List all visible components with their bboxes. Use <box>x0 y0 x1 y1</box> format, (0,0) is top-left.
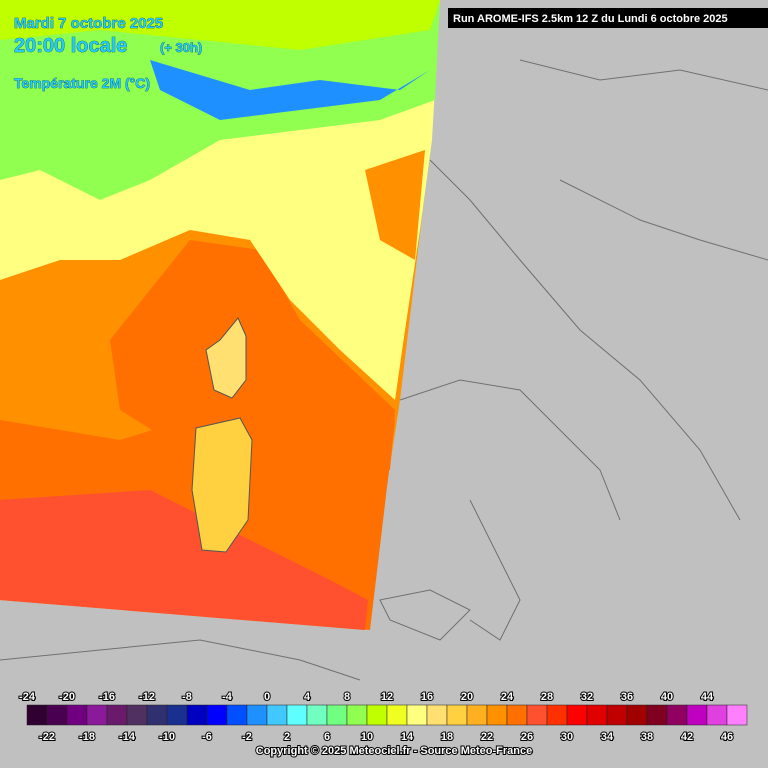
legend-label: 14 <box>401 731 414 743</box>
legend-swatch <box>146 704 168 726</box>
legend-label: -10 <box>159 731 175 743</box>
land-north <box>0 0 440 50</box>
legend-swatch <box>506 704 528 726</box>
legend-swatch <box>86 704 108 726</box>
time: 20:00 locale <box>14 35 127 57</box>
legend-swatch <box>446 704 468 726</box>
legend-label: 22 <box>481 731 493 743</box>
legend-swatch <box>586 704 608 726</box>
legend-swatch <box>706 704 728 726</box>
sea-tyrrhenian <box>110 240 395 470</box>
legend-swatch <box>406 704 428 726</box>
run-banner <box>448 8 768 28</box>
legend-label: -16 <box>99 691 115 703</box>
legend-label: 18 <box>441 731 453 743</box>
legend-swatch <box>126 704 148 726</box>
legend-swatch <box>426 704 448 726</box>
legend-label: 40 <box>661 691 673 703</box>
offset: (+ 30h) <box>160 40 202 55</box>
legend-label: -12 <box>139 691 155 703</box>
legend-swatch <box>106 704 128 726</box>
legend-label: 34 <box>601 731 614 743</box>
legend-label: 16 <box>421 691 433 703</box>
legend-swatch <box>166 704 188 726</box>
legend-swatch <box>566 704 588 726</box>
legend-label: 0 <box>264 691 270 703</box>
legend-swatch <box>466 704 488 726</box>
legend-swatch <box>646 704 668 726</box>
legend-swatch <box>306 704 328 726</box>
legend-label: -2 <box>242 731 252 743</box>
legend-swatch <box>546 704 568 726</box>
legend-swatch <box>66 704 88 726</box>
adriatic <box>365 150 425 260</box>
legend-label: 26 <box>521 731 533 743</box>
variable: Température 2M (°C) <box>14 75 150 91</box>
legend-label: 20 <box>461 691 473 703</box>
legend-label: 24 <box>501 691 514 703</box>
sea-hot <box>0 490 368 630</box>
legend-swatch <box>226 704 248 726</box>
legend-swatch <box>626 704 648 726</box>
alps-cold <box>150 60 430 120</box>
legend-label: -14 <box>119 731 136 743</box>
legend-label: -4 <box>222 691 233 703</box>
legend-swatch <box>186 704 208 726</box>
legend: -24-22-20-18-16-14-12-10-8-6-4-202468101… <box>18 690 748 744</box>
legend-label: -6 <box>202 731 212 743</box>
legend-swatch <box>246 704 268 726</box>
legend-label: 2 <box>284 731 290 743</box>
legend-swatch <box>686 704 708 726</box>
legend-label: -18 <box>79 731 95 743</box>
legend-label: 4 <box>304 691 311 703</box>
copyright: Copyright © 2025 Meteociel.fr - Source M… <box>256 745 532 757</box>
legend-label: 44 <box>701 691 714 703</box>
legend-label: -22 <box>39 731 55 743</box>
legend-label: -8 <box>182 691 192 703</box>
legend-swatch <box>386 704 408 726</box>
legend-label: 28 <box>541 691 553 703</box>
legend-swatch <box>266 704 288 726</box>
legend-label: 32 <box>581 691 593 703</box>
legend-label: -24 <box>19 691 36 703</box>
legend-label: 6 <box>324 731 330 743</box>
run-label: Run AROME-IFS 2.5km 12 Z du Lundi 6 octo… <box>453 13 728 25</box>
corsica <box>205 317 247 399</box>
legend-label: 30 <box>561 731 573 743</box>
borders <box>0 59 768 681</box>
legend-swatch <box>286 704 308 726</box>
legend-label: 36 <box>621 691 633 703</box>
sardinia <box>191 417 253 553</box>
legend-swatch <box>206 704 228 726</box>
legend-label: 38 <box>641 731 653 743</box>
legend-swatch <box>26 704 48 726</box>
legend-swatch <box>726 704 748 726</box>
legend-label: 8 <box>344 691 350 703</box>
legend-swatch <box>606 704 628 726</box>
legend-label: 10 <box>361 731 373 743</box>
legend-swatch <box>366 704 388 726</box>
legend-label: 42 <box>681 731 693 743</box>
legend-label: 12 <box>381 691 393 703</box>
legend-swatch <box>326 704 348 726</box>
legend-swatch <box>526 704 548 726</box>
date: Mardi 7 octobre 2025 <box>14 15 163 32</box>
legend-swatch <box>666 704 688 726</box>
legend-swatch <box>346 704 368 726</box>
legend-label: -20 <box>59 691 75 703</box>
legend-swatch <box>46 704 68 726</box>
legend-swatch <box>486 704 508 726</box>
legend-label: 46 <box>721 731 733 743</box>
